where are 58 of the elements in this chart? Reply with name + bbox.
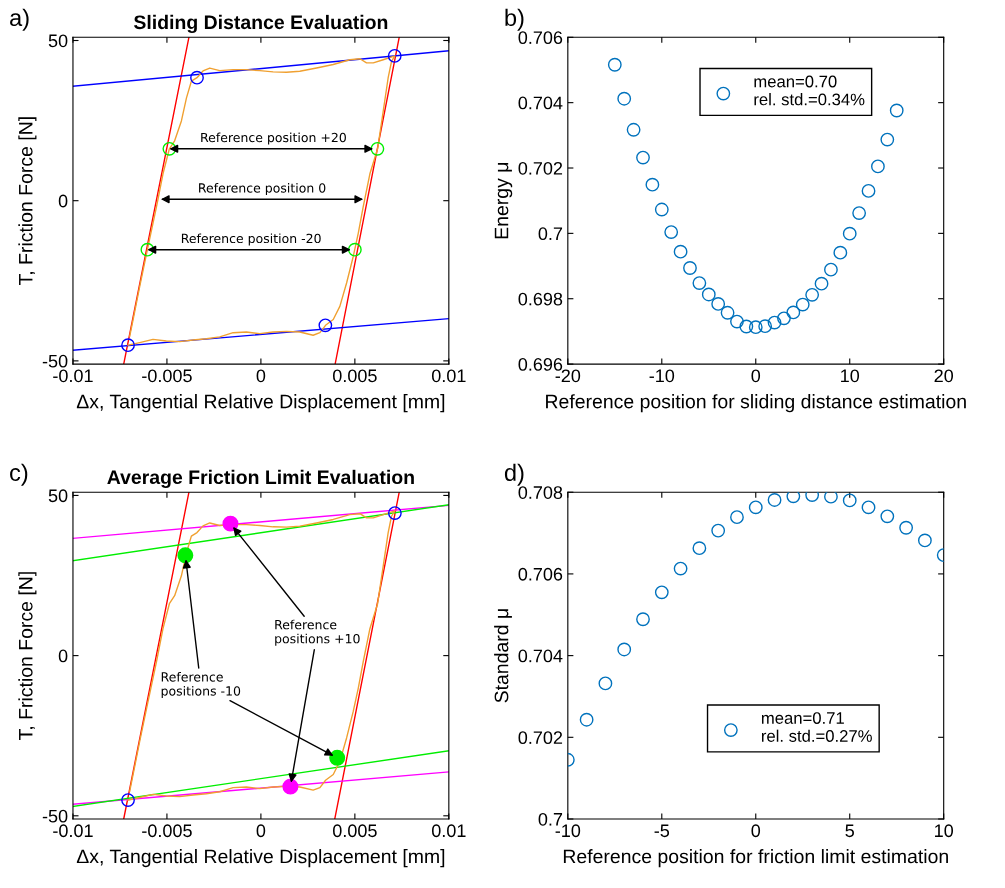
x-tick-label: 0 [256, 824, 266, 838]
y-tick-label: 0.704 [518, 649, 563, 663]
text: c) [10, 463, 28, 486]
x-tick-label: -10 [649, 369, 675, 383]
x-tick-label: -5 [654, 824, 670, 838]
x-axis-title: Reference position for friction limit estimation [563, 849, 948, 868]
x-tick-label: 10 [841, 369, 860, 383]
annotation: Reference position -20 [181, 233, 321, 246]
y-tick-label: 0.698 [518, 292, 563, 306]
y-tick-label: 0.702 [518, 731, 563, 745]
x-tick-label: -0.005 [142, 824, 192, 838]
y-tick-label: 0.704 [518, 96, 563, 110]
x-axis-title: Δx, Tangential Relative Displacement [mm] [76, 849, 445, 868]
text: d) [504, 463, 524, 486]
y-tick-label: 0.7 [538, 812, 563, 826]
text: b) [505, 8, 524, 31]
x-tick-label: 0.01 [431, 369, 466, 383]
x-tick-label: -0.005 [142, 369, 192, 383]
x-tick-label: 20 [934, 369, 954, 383]
y-axis-title: Standard μ [494, 609, 512, 703]
y-tick-label: 50 [48, 489, 68, 503]
y-axis-title: Energy μ [494, 163, 513, 239]
y-axis-title: T, Friction Force [N] [18, 572, 37, 740]
x-tick-label: -0.01 [53, 824, 93, 838]
legend-label: mean=0.70 rel. std.=0.34% [754, 75, 865, 106]
annotation: Reference position +20 [201, 132, 346, 145]
text: a) [10, 8, 29, 31]
x-tick-label: 0 [751, 824, 761, 838]
x-tick-label: -10 [555, 824, 581, 838]
chart-title: Average Friction Limit Evaluation [107, 469, 414, 488]
annotation: Reference position 0 [199, 182, 326, 196]
y-tick-label: 0 [58, 194, 68, 208]
legend-label: mean=0.71 rel. std.=0.27% [761, 712, 872, 742]
x-tick-label: 10 [935, 824, 954, 838]
y-tick-label: 0 [58, 649, 68, 663]
x-axis-title: Δx, Tangential Relative Displacement [mm] [76, 394, 445, 413]
y-tick-label: -50 [42, 809, 68, 823]
y-tick-label: 0.706 [518, 31, 563, 45]
x-tick-label: 0.005 [332, 369, 377, 383]
x-tick-label: 0 [751, 369, 761, 383]
x-tick-label: 5 [845, 824, 854, 838]
x-tick-label: -20 [555, 369, 581, 383]
y-axis-title: T, Friction Force [N] [18, 117, 37, 286]
y-tick-label: 0.708 [518, 486, 563, 499]
y-tick-label: 0.696 [518, 358, 563, 371]
chart-title: Sliding Distance Evaluation [133, 14, 388, 34]
x-axis-title: Reference position for sliding distance estimation [546, 394, 966, 413]
x-tick-label: 0.005 [332, 824, 377, 838]
y-tick-label: -50 [42, 354, 68, 368]
x-tick-label: -0.01 [53, 369, 93, 383]
x-tick-label: 0 [256, 369, 266, 383]
annotation: Reference positions +10 [275, 619, 360, 646]
y-tick-label: 0.702 [518, 161, 563, 175]
y-tick-label: 50 [48, 34, 68, 48]
y-tick-label: 0.706 [518, 567, 563, 581]
y-tick-label: 0.7 [538, 227, 563, 241]
annotation: Reference positions -10 [161, 671, 241, 699]
x-tick-label: 0.01 [431, 824, 466, 838]
